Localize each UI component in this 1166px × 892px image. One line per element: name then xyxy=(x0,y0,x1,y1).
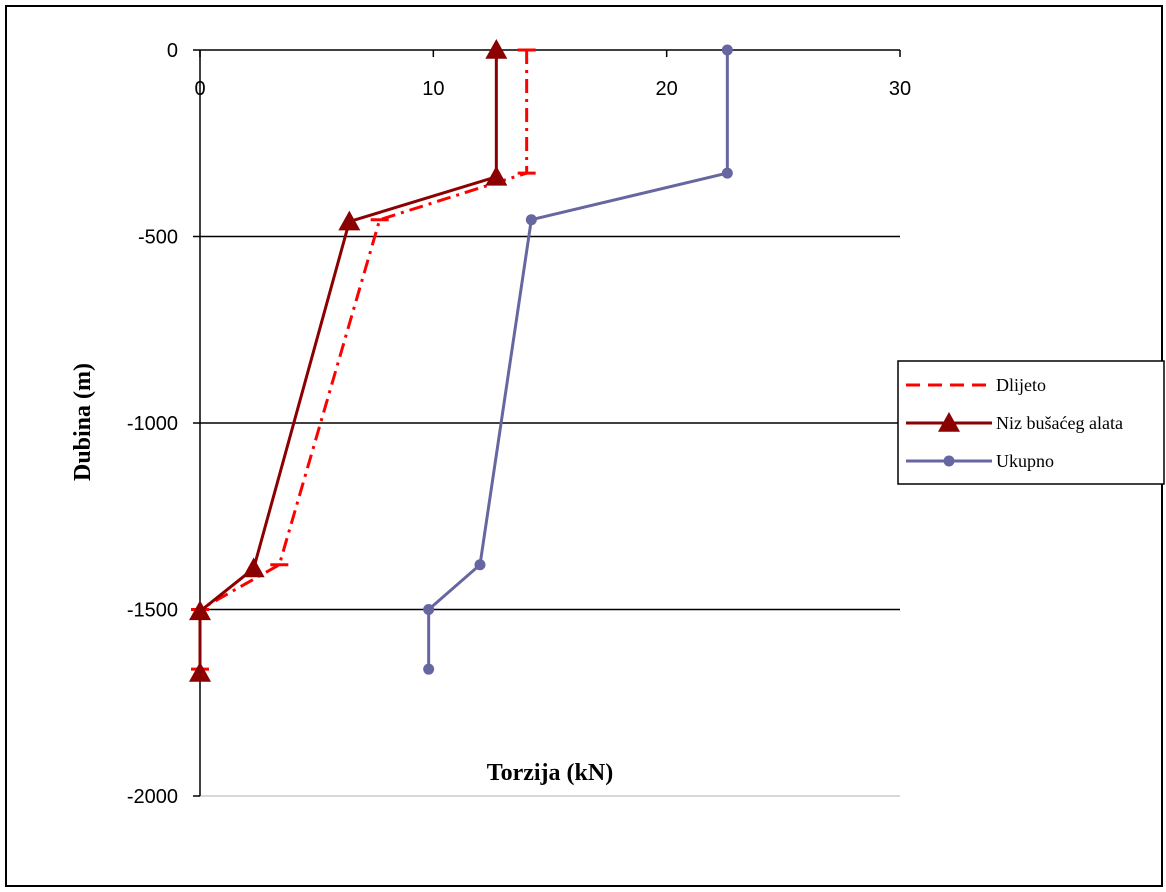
y-tick-label-4: -2000 xyxy=(127,786,178,808)
y-tick-label-3: -1500 xyxy=(127,600,178,622)
gridlines xyxy=(193,49,901,797)
series-2-point-5 xyxy=(423,663,435,675)
y-tick-labels: 0 -500 -1000 -1500 -2000 xyxy=(127,40,178,808)
x-tick-label-2: 20 xyxy=(656,78,678,100)
series-1-point-3 xyxy=(242,557,265,578)
x-axis-title: Torzija (kN) xyxy=(487,760,613,786)
series xyxy=(189,39,733,682)
series-line-1 xyxy=(198,50,498,673)
y-axis-title: Dubina (m) xyxy=(70,363,96,481)
legend-item-1: Niz bušaćeg alata xyxy=(906,412,1123,433)
x-tick-labels: 0 10 20 30 xyxy=(194,78,911,100)
y-tick-label-0: 0 xyxy=(167,40,178,62)
series-line-2 xyxy=(427,50,729,670)
series-2-point-4 xyxy=(423,604,435,615)
legend-items: Dlijeto Niz bušaćeg alata Ukupno xyxy=(906,375,1123,471)
legend: Dlijeto Niz bušaćeg alata Ukupno xyxy=(897,360,1165,485)
series-1-point-5 xyxy=(189,661,211,682)
x-tick-label-1: 10 xyxy=(422,78,444,100)
series-2-point-3 xyxy=(474,559,486,571)
series-1-point-4 xyxy=(189,600,211,621)
legend-marker-2 xyxy=(943,455,955,467)
series-1-point-2 xyxy=(338,210,361,231)
x-tick-label-3: 30 xyxy=(889,78,911,100)
legend-item-0: Dlijeto xyxy=(906,375,1046,395)
y-tick-label-1: -500 xyxy=(138,227,178,249)
series-2 xyxy=(423,44,733,675)
legend-item-2: Ukupno xyxy=(906,451,1054,471)
series-1-point-0 xyxy=(485,39,508,59)
series-1-point-1 xyxy=(485,165,508,186)
legend-label-0: Dlijeto xyxy=(996,375,1046,395)
series-1 xyxy=(189,39,508,682)
x-tick-label-0: 0 xyxy=(194,78,205,100)
series-2-point-0 xyxy=(721,44,733,56)
legend-marker-1 xyxy=(938,412,960,432)
series-2-point-1 xyxy=(721,167,733,179)
legend-label-2: Ukupno xyxy=(996,451,1054,471)
series-2-point-2 xyxy=(525,214,537,226)
legend-label-1: Niz bušaćeg alata xyxy=(996,413,1123,433)
y-tick-label-2: -1000 xyxy=(127,413,178,435)
